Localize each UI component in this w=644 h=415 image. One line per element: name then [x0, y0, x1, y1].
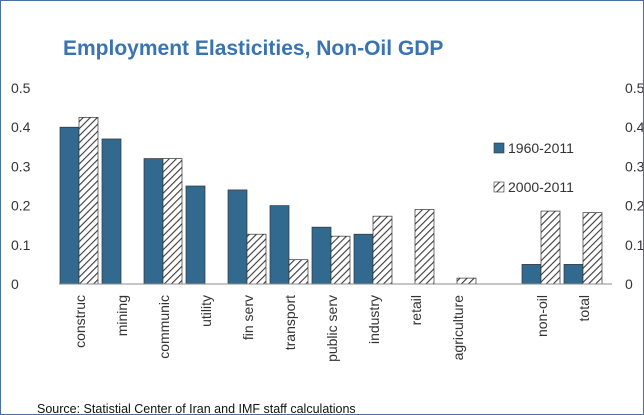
y-tick-label: 0.4 [11, 119, 31, 135]
right-y-tick-label: 0.3 [625, 158, 643, 174]
source-note: Source: Statistial Center of Iran and IM… [37, 402, 356, 414]
chart-title: Employment Elasticities, Non-Oil GDP [63, 37, 443, 60]
y-tick-label: 0 [11, 276, 19, 292]
x-tick-label: fin serv [240, 295, 256, 340]
bar-series-2 [582, 212, 603, 285]
right-y-tick-label: 0.1 [625, 237, 643, 253]
y-tick-label: 0.5 [11, 80, 31, 96]
y-axis-labels: 0 0 0.1 0.1 0.2 0.2 0.3 0.3 0.4 0.4 0.5 0.5 [11, 80, 643, 292]
bar-series-1 [311, 226, 332, 285]
bar-series-1 [59, 126, 80, 285]
legend-label-1960-2011: 1960-2011 [508, 140, 574, 156]
right-y-tick-label: 0.2 [625, 198, 643, 214]
x-tick-label: total [576, 295, 592, 321]
bar-series-2 [288, 259, 309, 285]
bar-series-2 [162, 158, 183, 285]
x-tick-label: transport [282, 295, 298, 350]
bar-series-2 [246, 233, 267, 285]
legend-swatch-2000-2011 [493, 181, 505, 193]
bar-series-1 [521, 264, 542, 285]
legend-label-2000-2011: 2000-2011 [508, 179, 574, 195]
x-tick-label: public serv [324, 295, 340, 362]
y-tick-label: 0.1 [11, 237, 31, 253]
right-y-tick-label: 0.4 [625, 119, 643, 135]
y-tick-label: 0.2 [11, 198, 31, 214]
bar-series-1 [269, 205, 290, 285]
bar-series-2 [414, 209, 435, 285]
bar-series-1 [227, 189, 248, 285]
right-y-tick-label: 0.5 [625, 80, 643, 96]
x-tick-label: communic [156, 295, 172, 359]
x-tick-label: retail [408, 295, 424, 325]
bar-series-1 [101, 138, 122, 285]
bar-series-2 [372, 215, 393, 285]
legend: 1960-2011 2000-2011 [493, 140, 574, 195]
legend-swatch-1960-2011 [493, 142, 505, 154]
right-y-tick-label: 0 [625, 276, 633, 292]
bar-series-2 [330, 235, 351, 285]
bar-series-1 [185, 185, 206, 285]
x-tick-label: mining [114, 295, 130, 336]
x-tick-label: non-oil [534, 295, 550, 337]
bar-series-2 [456, 277, 477, 285]
bar-series-2 [540, 210, 561, 285]
bars [59, 117, 603, 285]
bar-series-1 [143, 158, 164, 285]
y-tick-label: 0.3 [11, 158, 31, 174]
x-tick-label: construc [72, 295, 88, 348]
bar-series-2 [78, 117, 99, 285]
x-axis-labels: construc mining communic utility fin serv tra… [72, 295, 592, 362]
x-tick-label: agriculture [450, 295, 466, 361]
bar-series-1 [563, 264, 584, 285]
bar-series-1 [353, 233, 374, 285]
x-tick-label: utility [198, 295, 214, 327]
x-tick-label: industry [366, 295, 382, 344]
